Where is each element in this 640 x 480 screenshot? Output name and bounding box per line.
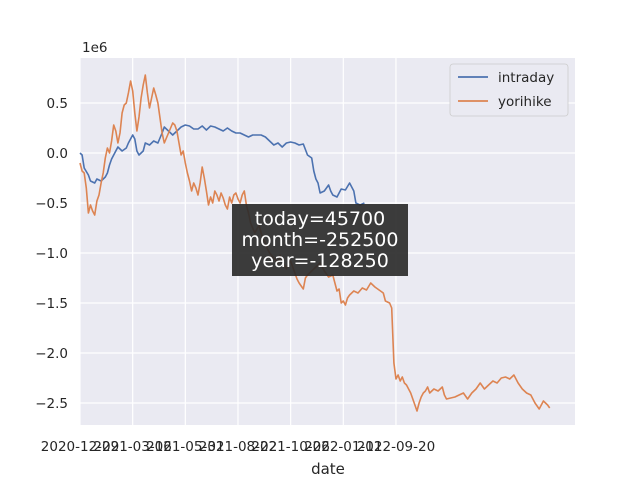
x-tick-labels: 2020-12-292021-03-162021-05-312021-08-22… — [41, 439, 435, 455]
x-tick-label: 2021-08-22 — [199, 439, 277, 455]
x-tick-label: 2022-09-20 — [357, 439, 435, 455]
x-tick-label: 2020-12-29 — [41, 439, 119, 455]
y-tick-label: −1.0 — [35, 246, 68, 262]
y-tick-label: −0.5 — [35, 196, 68, 212]
y-gridlines — [80, 102, 575, 404]
x-tick-label: 2022-01-11 — [304, 439, 382, 455]
stats-month: month=-252500 — [242, 229, 399, 251]
series-line-intraday — [79, 124, 365, 206]
y-tick-labels: 0.5 0.0 −0.5 −1.0 −1.5 −2.0 −2.5 — [35, 96, 68, 412]
legend-label-intraday: intraday — [498, 70, 554, 86]
stats-today: today=45700 — [255, 208, 385, 230]
y-tick-label: −2.5 — [35, 396, 68, 412]
x-tick-label: 2021-03-16 — [93, 439, 171, 455]
stats-annotation-box — [232, 204, 408, 276]
stats-year: year=-128250 — [251, 250, 389, 272]
x-axis-label: date — [311, 460, 345, 478]
legend-label-yorihike: yorihike — [498, 94, 552, 110]
y-tick-label: −1.5 — [35, 296, 68, 312]
y-tick-label: 0.0 — [47, 146, 68, 162]
x-tick-label: 2021-10-26 — [251, 439, 329, 455]
stats-annotation: today=45700 month=-252500 year=-128250 — [232, 204, 408, 276]
legend: intraday yorihike — [449, 63, 569, 117]
y-offset-label: 1e6 — [82, 40, 107, 56]
x-tick-label: 2021-05-31 — [146, 439, 224, 455]
y-tick-label: 0.5 — [47, 96, 68, 112]
y-tick-label: −2.0 — [35, 346, 68, 362]
